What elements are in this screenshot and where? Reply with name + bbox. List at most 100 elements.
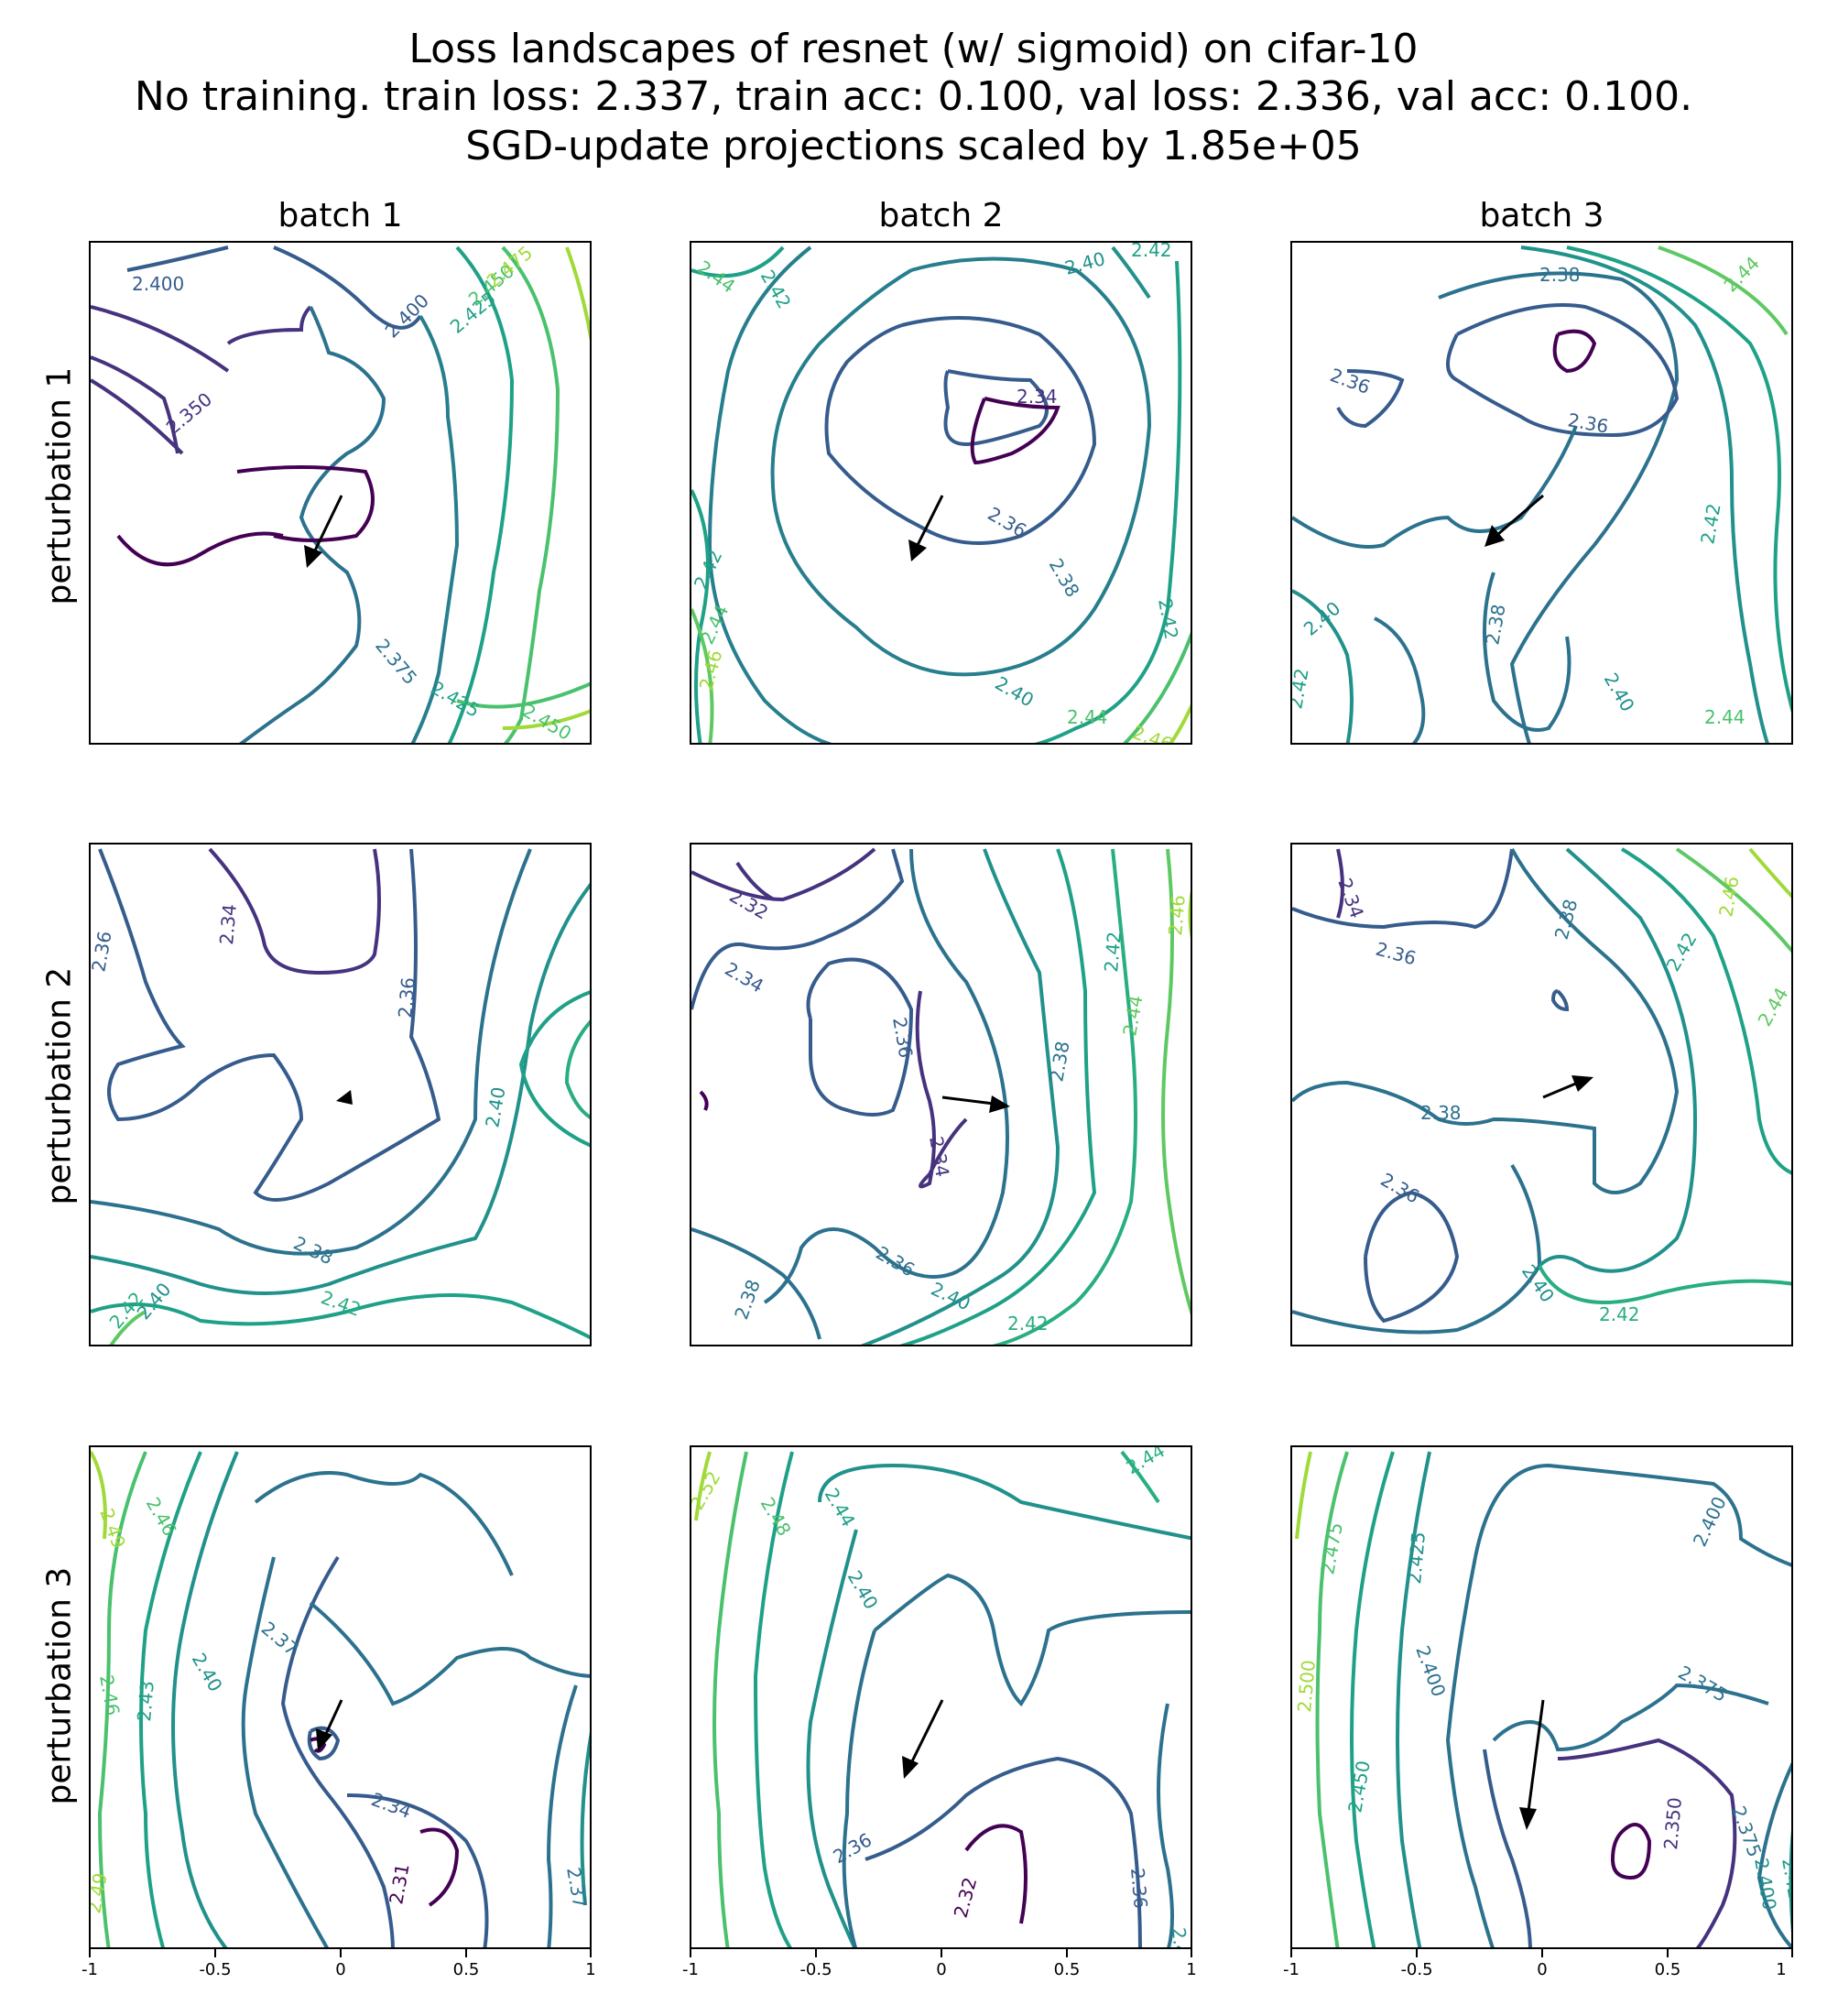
contour-line <box>1789 1830 1791 1933</box>
contour-label-2.32: 2.32 <box>726 885 773 924</box>
contour-line <box>1445 1556 1495 1947</box>
contour-line <box>1396 1451 1431 1947</box>
sgd-arrow-head <box>336 1090 353 1105</box>
contour-label-2.425: 2.425 <box>1403 1531 1430 1585</box>
sgd-arrow-shaft <box>1542 1081 1579 1099</box>
contour-label-2.40: 2.40 <box>1062 247 1107 279</box>
contour-line <box>346 1793 489 1947</box>
contour-line <box>899 848 1097 1345</box>
sgd-arrow-shaft <box>1527 1699 1545 1812</box>
x-tick-label: -1 <box>82 1960 98 1979</box>
x-tick-mark <box>1416 1949 1418 1957</box>
contour-line <box>691 848 905 1010</box>
contour-line <box>1675 847 1791 954</box>
row-label-perturbation-2: perturbation 2 <box>40 966 79 1205</box>
contour-line <box>546 1684 578 1947</box>
contour-label-2.38: 2.38 <box>1045 1040 1073 1084</box>
contour-line <box>1520 245 1769 743</box>
contour-label-2.43: 2.43 <box>133 1680 158 1722</box>
contour-label-2.46: 2.46 <box>695 648 727 692</box>
contour-line <box>691 1227 821 1340</box>
contour-line <box>116 531 284 567</box>
x-tick-mark <box>815 1949 817 1957</box>
sgd-arrow-head <box>908 539 927 561</box>
contour-line <box>91 848 532 1256</box>
x-tick-label: 0 <box>335 1960 346 1979</box>
contour-line <box>310 1737 327 1753</box>
sgd-arrow-shaft <box>916 495 944 546</box>
contour-label-2.36: 2.36 <box>830 1828 876 1868</box>
x-tick-mark <box>1541 1949 1543 1957</box>
contour-line <box>860 848 1060 1345</box>
contour-label-2.42: 2.42 <box>1154 597 1182 641</box>
contour-plot-r2-c1: 2.36 2.34 2.36 2.38 2.40 2.42 2.40 2.42 <box>91 847 590 1345</box>
contour-label-2.475: 2.475 <box>1316 1520 1347 1576</box>
contour-label-2.42: 2.42 <box>691 547 726 594</box>
contour-line <box>1168 703 1191 743</box>
contour-line <box>126 245 229 272</box>
contour-label-2.52: 2.52 <box>691 1467 725 1514</box>
contour-line <box>1557 1738 1737 1947</box>
contour-line <box>1157 1703 1174 1947</box>
contour-line <box>1111 245 1151 300</box>
contour-line <box>501 245 560 743</box>
contour-line <box>1123 631 1191 743</box>
sgd-arrow-head <box>304 545 322 568</box>
contour-label-2.36: 2.36 <box>394 976 419 1019</box>
contour-label-2.31: 2.31 <box>385 1862 413 1906</box>
contour-label-2.400: 2.400 <box>1411 1643 1450 1700</box>
contour-label-2.44: 2.44 <box>1118 994 1147 1038</box>
contour-label-2.350: 2.350 <box>1659 1796 1686 1850</box>
contour-label-2.400: 2.400 <box>1689 1493 1731 1550</box>
sgd-arrow-head <box>316 1728 332 1751</box>
contour-plot-r1-c3: 2.38 2.36 2.36 2.42 2.40 2.38 2.40 2.42 … <box>1292 245 1791 743</box>
contour-line <box>518 990 590 1148</box>
suptitle-line-2: No training. train loss: 2.337, train ac… <box>134 73 1693 120</box>
contour-label-2.36: 2.36 <box>873 1242 919 1281</box>
contour-label-2.38: 2.38 <box>730 1277 765 1323</box>
x-tick-label: -1 <box>682 1960 699 1979</box>
contour-label-2.46: 2.46 <box>1164 894 1190 936</box>
contour-label-2.425: 2.425 <box>428 677 484 722</box>
x-tick-label: 0 <box>936 1960 947 1979</box>
contour-label-2.40: 2.40 <box>928 1278 974 1315</box>
contour-label-2.38: 2.38 <box>1420 1102 1462 1124</box>
contour-line <box>502 709 590 730</box>
panel-r3-c3: 2.475 2.425 2.400 2.500 2.400 2.375 2.45… <box>1290 1445 1793 1949</box>
contour-label-2.500: 2.500 <box>1293 1659 1320 1713</box>
contour-line <box>763 848 1009 1304</box>
x-tick-label: 0.5 <box>1654 1960 1681 1979</box>
col-title-batch-2: batch 2 <box>878 197 1004 234</box>
contour-label-2.36: 2.36 <box>1126 1867 1152 1909</box>
contour-label-2.32: 2.32 <box>950 1875 982 1920</box>
x-tick-label: 0.5 <box>452 1960 480 1979</box>
contour-line <box>254 1471 514 1576</box>
contour-label-2.40: 2.40 <box>188 1650 227 1696</box>
contour-label-2.42: 2.42 <box>756 267 796 313</box>
contour-line <box>824 316 1097 545</box>
contour-label-2.40: 2.40 <box>1168 1926 1192 1949</box>
panel-r3-c2: 2.52 2.48 2.44 2.40 2.44 2.36 2.32 2.36 … <box>690 1445 1192 1949</box>
contour-line <box>1474 1463 1791 1567</box>
contour-label-2.36: 2.36 <box>91 930 116 974</box>
contour-line <box>1538 1265 1791 1304</box>
contour-label-2.44: 2.44 <box>1067 706 1108 728</box>
contour-line <box>1756 1761 1791 1947</box>
contour-plot-r3-c3: 2.475 2.425 2.400 2.500 2.400 2.375 2.45… <box>1293 1451 1791 1947</box>
contour-line <box>97 1451 147 1947</box>
contour-line <box>239 306 386 743</box>
contour-line <box>1550 989 1570 1012</box>
sgd-arrow-shaft <box>1497 494 1544 536</box>
contour-label-2.450: 2.450 <box>1343 1759 1375 1814</box>
sgd-arrow-shaft <box>323 1699 343 1737</box>
contour-line <box>307 1726 341 1761</box>
contour-line <box>1292 848 1680 1194</box>
contour-label-2.400: 2.400 <box>1750 1857 1781 1912</box>
contour-label-2.38: 2.38 <box>1045 555 1084 602</box>
contour-line <box>1483 572 1571 732</box>
contour-label-2.37: 2.37 <box>562 1866 591 1910</box>
contour-line <box>1120 1450 1160 1504</box>
contour-line <box>109 1310 147 1345</box>
panel-r1-c3: 2.38 2.36 2.36 2.42 2.40 2.38 2.40 2.42 … <box>1290 241 1793 745</box>
